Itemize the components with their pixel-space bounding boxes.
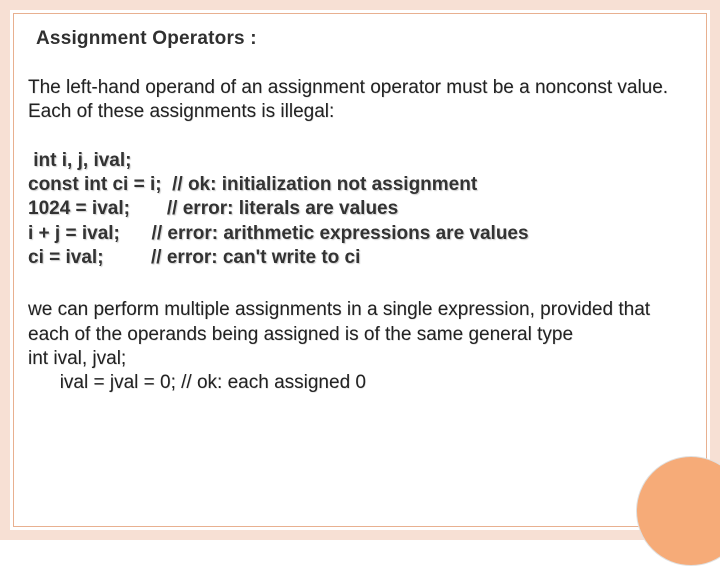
slide-content: Assignment Operators : The left-hand ope… — [22, 20, 698, 520]
para2-line: int ival, jval; — [28, 348, 126, 369]
code-line: ci = ival; // error: can't write to ci — [28, 247, 360, 268]
slide-title: Assignment Operators : — [36, 28, 692, 50]
code-line: i + j = ival; // error: arithmetic expre… — [28, 223, 529, 244]
code-example-block: int i, j, ival; const int ci = i; // ok:… — [28, 149, 692, 271]
explanation-paragraph: we can perform multiple assignments in a… — [28, 298, 692, 395]
para2-line: ival = jval = 0; // ok: each assigned 0 — [28, 372, 366, 393]
code-line: 1024 = ival; // error: literals are valu… — [28, 198, 398, 219]
para2-line: we can perform multiple assignments in a… — [28, 299, 655, 344]
code-line: int i, j, ival; — [28, 150, 131, 171]
intro-paragraph: The left-hand operand of an assignment o… — [28, 76, 692, 125]
code-line: const int ci = i; // ok: initialization … — [28, 174, 477, 195]
